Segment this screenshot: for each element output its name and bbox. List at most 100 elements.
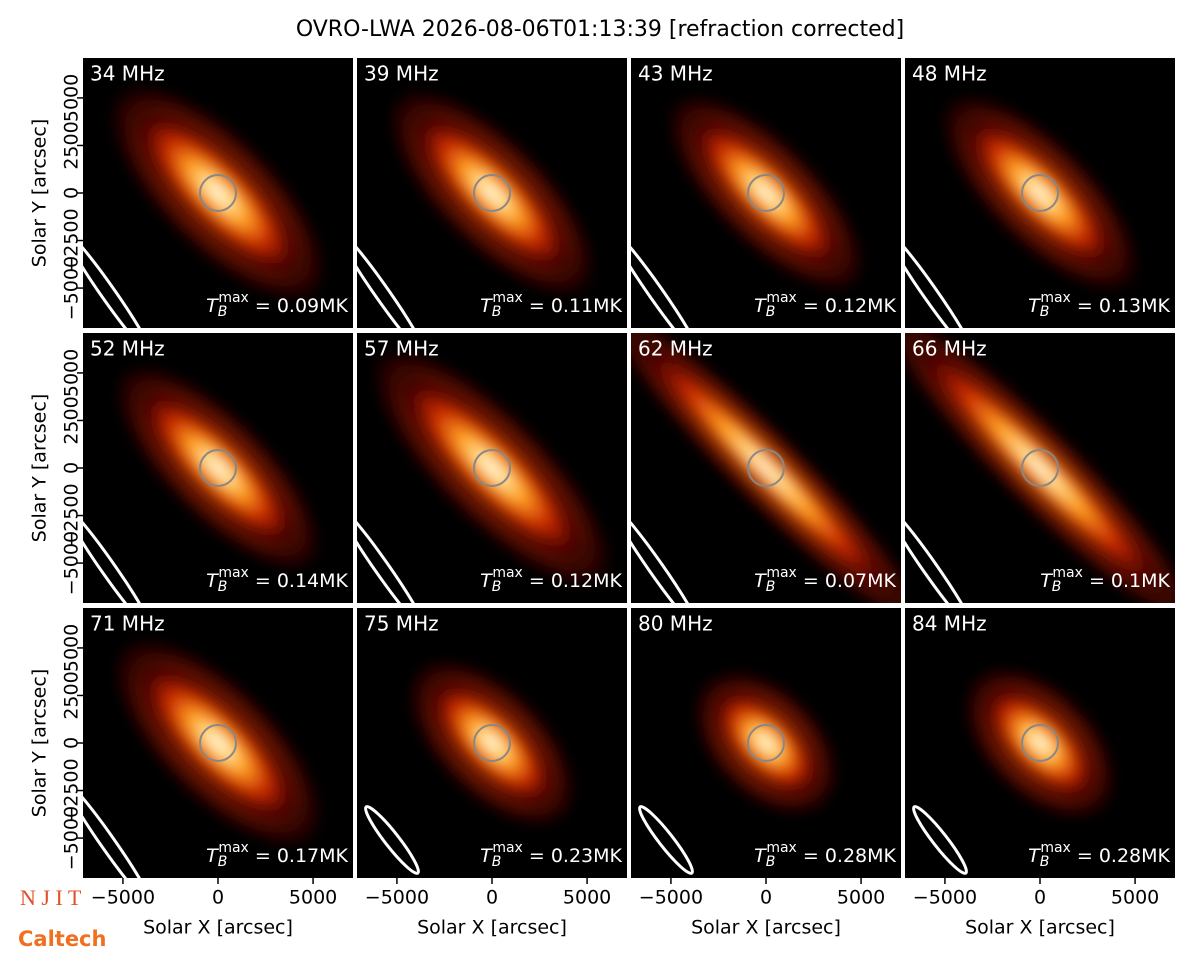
symbol: T xyxy=(480,570,493,592)
symbol: T xyxy=(206,295,219,317)
solar-disk xyxy=(199,724,237,762)
symbol: T xyxy=(1040,570,1053,592)
symbol: T xyxy=(1028,845,1041,867)
subscript: B xyxy=(766,854,776,870)
solar-disk xyxy=(473,174,511,212)
frequency-label: 52 MHz xyxy=(90,337,165,361)
emission xyxy=(426,677,558,809)
y-tick-label: −5000 xyxy=(61,256,83,320)
panel-content xyxy=(905,608,1175,878)
frequency-label: 80 MHz xyxy=(638,612,713,636)
beam xyxy=(631,504,701,603)
superscript: max xyxy=(492,290,523,306)
panel-content xyxy=(83,333,353,603)
symbol: T xyxy=(754,570,767,592)
emission xyxy=(634,336,898,600)
panel: 52 MHz TBmax = 0.14MK xyxy=(83,333,353,603)
panel-content xyxy=(905,58,1175,328)
beam xyxy=(905,504,975,603)
superscript: max xyxy=(218,290,249,306)
panel: 84 MHz TBmax = 0.28MK xyxy=(905,608,1175,878)
solar-disk xyxy=(1021,449,1059,487)
value-text: = 0.12MK xyxy=(523,570,623,592)
x-axis-label: Solar X [arcsec] xyxy=(143,917,293,939)
value-text: = 0.17MK xyxy=(249,845,349,867)
superscript: max xyxy=(218,840,249,856)
superscript: max xyxy=(766,840,797,856)
symbol: T xyxy=(1028,295,1041,317)
y-tick-label: 5000 xyxy=(61,349,83,397)
y-tick-label: 2500 xyxy=(61,121,83,169)
emission xyxy=(410,111,574,275)
superscript: max xyxy=(1052,565,1083,581)
beam xyxy=(83,504,153,603)
panel: 34 MHz TBmax = 0.09MK xyxy=(83,58,353,328)
solar-disk xyxy=(747,449,785,487)
panel-content xyxy=(631,608,901,878)
frequency-label: 75 MHz xyxy=(364,612,439,636)
y-tick-label: 5000 xyxy=(61,74,83,122)
beam xyxy=(638,805,694,875)
figure-title: OVRO-LWA 2026-08-06T01:13:39 [refraction… xyxy=(296,17,904,42)
panel: 62 MHz TBmax = 0.07MK xyxy=(631,333,901,603)
frequency-label: 57 MHz xyxy=(364,337,439,361)
tb-max-annotation: TBmax = 0.12MK xyxy=(754,290,896,320)
symbol: T xyxy=(480,295,493,317)
panel-content xyxy=(905,333,1175,603)
symbol: T xyxy=(754,295,767,317)
value-text: = 0.09MK xyxy=(249,295,349,317)
x-tick-label: −5000 xyxy=(639,887,703,909)
x-axis-label: Solar X [arcsec] xyxy=(417,917,567,939)
panel-content xyxy=(357,58,627,328)
emission xyxy=(135,660,301,826)
frequency-label: 84 MHz xyxy=(912,612,987,636)
panel-content xyxy=(83,58,353,328)
subscript: B xyxy=(1040,854,1050,870)
y-tick-label: 0 xyxy=(61,462,83,474)
tb-max-annotation: TBmax = 0.1MK xyxy=(1040,565,1170,595)
symbol: T xyxy=(754,845,767,867)
value-text: = 0.28MK xyxy=(1071,845,1171,867)
panel-content xyxy=(357,333,627,603)
panel-content xyxy=(631,333,901,603)
symbol: T xyxy=(206,570,219,592)
subscript: B xyxy=(218,304,228,320)
value-text: = 0.13MK xyxy=(1071,295,1171,317)
superscript: max xyxy=(766,565,797,581)
x-tick-label: 5000 xyxy=(563,887,611,909)
superscript: max xyxy=(1040,290,1071,306)
tb-max-annotation: TBmax = 0.23MK xyxy=(480,840,622,870)
beam xyxy=(905,229,975,328)
y-tick-label: 0 xyxy=(61,737,83,749)
superscript: max xyxy=(766,290,797,306)
panel: 71 MHz TBmax = 0.17MK xyxy=(83,608,353,878)
solar-disk xyxy=(473,724,511,762)
tb-max-annotation: TBmax = 0.28MK xyxy=(754,840,896,870)
subscript: B xyxy=(1052,579,1062,595)
value-text: = 0.07MK xyxy=(797,570,897,592)
emission xyxy=(710,687,822,799)
panel-content xyxy=(357,608,627,878)
panel: 57 MHz TBmax = 0.12MK xyxy=(357,333,627,603)
panel: 43 MHz TBmax = 0.12MK xyxy=(631,58,901,328)
value-text: = 0.23MK xyxy=(523,845,623,867)
subscript: B xyxy=(492,579,502,595)
panel: 48 MHz TBmax = 0.13MK xyxy=(905,58,1175,328)
beam xyxy=(83,779,153,878)
x-tick-label: −5000 xyxy=(365,887,429,909)
tb-max-annotation: TBmax = 0.12MK xyxy=(480,565,622,595)
tb-max-annotation: TBmax = 0.13MK xyxy=(1028,290,1170,320)
tb-max-annotation: TBmax = 0.14MK xyxy=(206,565,348,595)
frequency-label: 39 MHz xyxy=(364,62,439,86)
y-tick-label: −2500 xyxy=(61,483,83,547)
superscript: max xyxy=(218,565,249,581)
y-tick-label: 0 xyxy=(61,187,83,199)
x-tick-label: 0 xyxy=(760,887,772,909)
y-axis-label: Solar Y [arcsec] xyxy=(29,119,51,267)
solar-disk xyxy=(473,449,511,487)
beam xyxy=(357,229,427,328)
logo-caltech: Caltech xyxy=(18,927,106,951)
solar-disk xyxy=(199,174,237,212)
subscript: B xyxy=(492,854,502,870)
